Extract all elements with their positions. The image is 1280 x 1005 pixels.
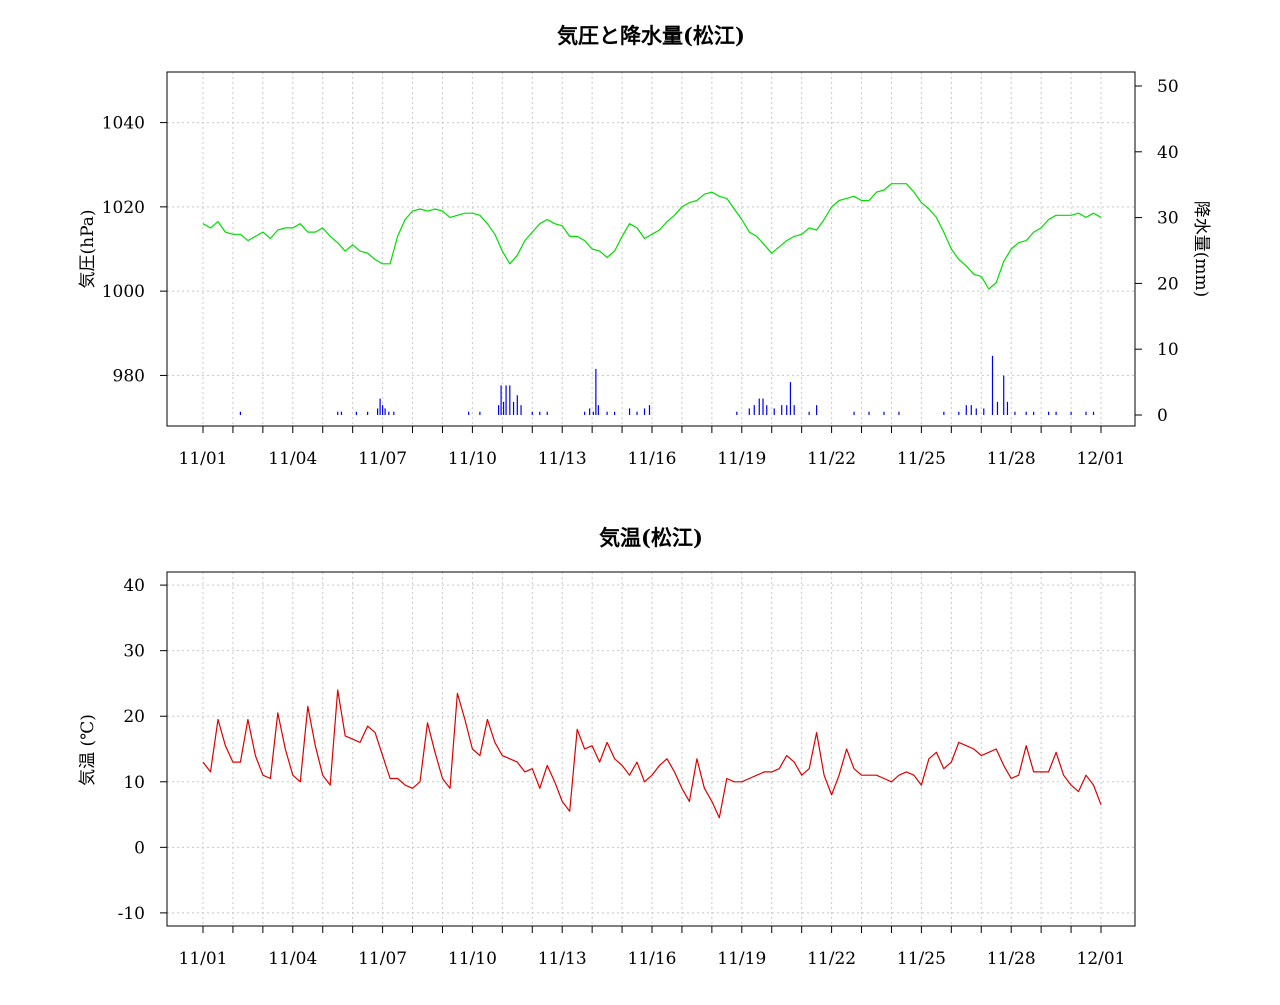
series-line xyxy=(202,689,1102,819)
y-tick-label: 1040 xyxy=(102,114,145,134)
x-tick-label: 11/19 xyxy=(717,949,766,969)
x-tick-label: 11/16 xyxy=(628,949,677,969)
temperature-panel: 気温(松江) 気温 (℃) 11/01 11/04 11/07 11/10 11/13 1… xyxy=(78,525,1136,969)
axes-pressure: 11/01 11/04 11/07 11/10 11/13 11/16 11/19 11/22… xyxy=(102,77,1179,469)
x-tick-label: 11/10 xyxy=(448,949,497,969)
plot-frame-temperature xyxy=(166,571,1136,927)
y2-tick-label: 20 xyxy=(1157,274,1179,294)
chart-title-temperature: 気温(松江) xyxy=(599,525,703,550)
x-tick-label: 11/01 xyxy=(179,449,228,469)
series-line xyxy=(202,183,1102,290)
precip-bars xyxy=(239,355,1095,415)
x-tick-label: 11/13 xyxy=(538,449,587,469)
y2-tick-label: 10 xyxy=(1157,340,1179,360)
temperature-line-group xyxy=(202,689,1102,819)
y-tick-label: 0 xyxy=(134,838,145,858)
grid-pressure xyxy=(167,72,1135,426)
axes-temperature: 11/01 11/04 11/07 11/10 11/13 11/16 11/19 11/22… xyxy=(118,576,1126,969)
x-tick-label: 12/01 xyxy=(1077,449,1126,469)
x-tick-label: 11/07 xyxy=(358,449,407,469)
x-tick-label: 11/16 xyxy=(628,449,677,469)
y2-tick-label: 50 xyxy=(1157,77,1179,97)
x-tick-label: 11/04 xyxy=(268,949,317,969)
x-tick-label: 12/01 xyxy=(1077,949,1126,969)
pressure-line-group xyxy=(202,183,1102,290)
x-tick-label: 11/28 xyxy=(987,949,1036,969)
y-axis-label-pressure: 気圧(hPa) xyxy=(78,209,98,288)
x-tick-label: 11/22 xyxy=(807,449,856,469)
x-tick-label: 11/28 xyxy=(987,449,1036,469)
x-tick-label: 11/07 xyxy=(358,949,407,969)
y-tick-label: -10 xyxy=(118,904,145,924)
y-tick-label: 980 xyxy=(113,366,145,386)
plot-frame-pressure xyxy=(166,71,1136,427)
chart-title-pressure: 気圧と降水量(松江) xyxy=(557,23,745,48)
grid-temperature xyxy=(167,572,1135,926)
y-tick-label: 30 xyxy=(123,642,145,662)
y2-tick-label: 40 xyxy=(1157,143,1179,163)
x-tick-label: 11/22 xyxy=(807,949,856,969)
x-tick-label: 11/25 xyxy=(897,949,946,969)
x-tick-label: 11/04 xyxy=(268,449,317,469)
y-tick-label: 1000 xyxy=(102,282,145,302)
x-tick-label: 11/13 xyxy=(538,949,587,969)
y-tick-label: 1020 xyxy=(102,198,145,218)
y-axis-label-temperature: 気温 (℃) xyxy=(78,714,98,786)
x-tick-label: 11/19 xyxy=(717,449,766,469)
x-tick-label: 11/01 xyxy=(179,949,228,969)
y2-tick-label: 0 xyxy=(1157,406,1168,426)
y-tick-label: 10 xyxy=(123,773,145,793)
x-tick-label: 11/25 xyxy=(897,449,946,469)
y-tick-label: 40 xyxy=(123,576,145,596)
x-tick-label: 11/10 xyxy=(448,449,497,469)
y-tick-label: 20 xyxy=(123,707,145,727)
y2-tick-label: 30 xyxy=(1157,209,1179,229)
pressure-precip-panel: 気圧と降水量(松江) 気圧(hPa) 降水量(mm) 11/01 11/04 11/… xyxy=(78,23,1211,469)
y2-axis-label-precip: 降水量(mm) xyxy=(1191,201,1211,298)
